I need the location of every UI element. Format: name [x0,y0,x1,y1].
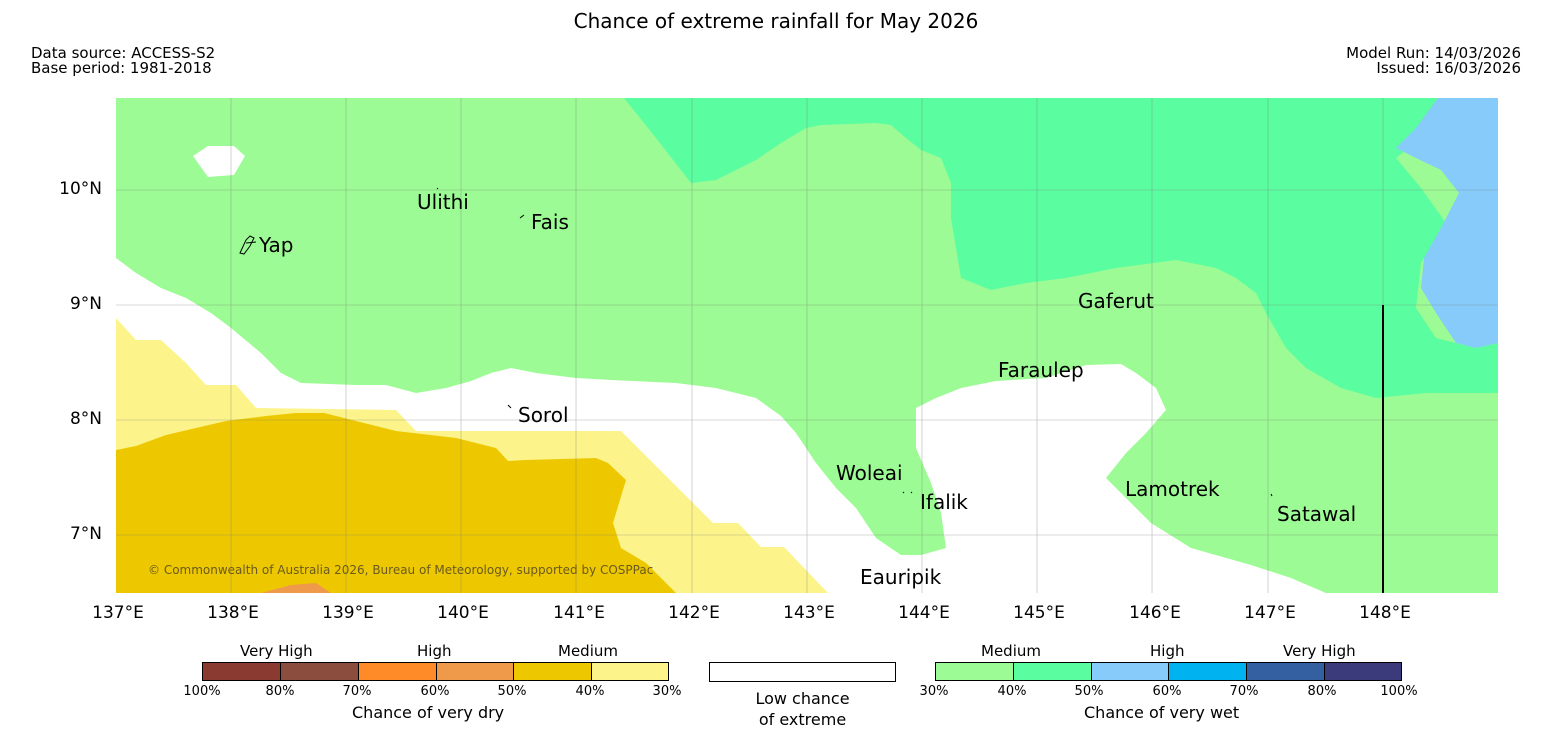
lat-label-8n: 8°N [69,409,102,429]
dry-tick-label: 30% [652,684,682,699]
model-run: Model Run: 14/03/2026 [1346,44,1521,62]
wet-swatch [1168,662,1246,681]
lon-label: 139°E [322,603,374,623]
ifalik-island-icon [902,491,913,494]
wet-category-label: Very High [1283,642,1356,660]
dry-tick-label: 50% [497,684,527,699]
dry-tick-label: 70% [342,684,372,699]
lon-label: 144°E [898,603,950,623]
dry-tick-label: 60% [420,684,450,699]
place-label-faraulep: Faraulep [998,358,1084,382]
dry-tick-label: 80% [265,684,295,699]
lon-label: 145°E [1013,603,1065,623]
lon-label: 146°E [1129,603,1181,623]
place-label-woleai: Woleai [836,461,903,485]
wet-swatch [935,662,1013,681]
rainfall-map [116,98,1498,593]
map-title: Chance of extreme rainfall for May 2026 [573,9,979,33]
dry-swatch [436,662,513,681]
wet-tick-label: 60% [1152,684,1182,699]
wet-swatch [1013,662,1091,681]
island-markers [239,187,1273,497]
source-info: Data source: ACCESS-S2 Base period: 1981… [31,46,215,76]
lon-label: 138°E [207,603,259,623]
lon-label: 140°E [437,603,489,623]
dry-swatch [202,662,280,681]
lat-label-10n: 10°N [59,179,102,199]
wet-category-label: Medium [981,642,1041,660]
dry-swatch [358,662,436,681]
wet-tick-label: 50% [1074,684,1104,699]
lat-label-9n: 9°N [69,294,102,314]
wet-category-label: High [1150,642,1185,660]
wet-tick-label: 80% [1307,684,1337,699]
dry-tick-label: 40% [575,684,605,699]
region-wet-40-50 [624,98,1498,398]
dry-swatch [280,662,358,681]
grid-lines [116,98,1498,593]
run-info: Model Run: 14/03/2026 Issued: 16/03/2026 [1346,46,1521,76]
wet-swatch [1091,662,1168,681]
lat-label-7n: 7°N [69,524,102,544]
wet-tick-label: 100% [1380,684,1418,699]
wet-tick-label: 40% [997,684,1027,699]
low-chance-line2: of extreme [758,710,847,729]
wet-tick-label: 70% [1229,684,1259,699]
region-dry-40-50 [116,413,676,593]
place-label-ifalik: Ifalik [920,490,968,514]
satawal-island-icon [1270,493,1273,497]
fais-island-icon [519,214,525,219]
dry-category-label: Very High [240,642,313,660]
place-label-lamotrek: Lamotrek [1125,477,1220,501]
wet-legend-title: Chance of very wet [1084,703,1240,722]
place-label-yap: Yap [259,233,294,257]
dry-swatch [513,662,591,681]
lon-label: 137°E [92,603,144,623]
lon-label: 143°E [783,603,835,623]
dry-colorbar [202,662,669,681]
dry-legend-title: Chance of very dry [352,703,505,722]
region-wet-50-60 [1396,98,1498,348]
copyright-notice: © Commonwealth of Australia 2026, Bureau… [148,563,654,577]
sorol-island-icon [507,404,512,409]
place-label-fais: Fais [531,210,569,234]
lon-label: 148°E [1359,603,1411,623]
region-wet-40-50-small [1061,155,1088,159]
issued-date: Issued: 16/03/2026 [1376,59,1521,77]
dry-swatch [591,662,669,681]
low-chance-label: Low chance of extreme [709,688,896,730]
place-label-ulithi: Ulithi [417,190,469,214]
base-period: Base period: 1981-2018 [31,59,212,77]
data-source: Data source: ACCESS-S2 [31,44,216,62]
wet-swatch [1324,662,1402,681]
wet-swatch [1246,662,1324,681]
place-label-sorol: Sorol [518,403,569,427]
ulithi-island-icon [436,187,439,190]
low-chance-line1: Low chance [755,689,850,708]
lon-label: 142°E [668,603,720,623]
yap-island-icon [239,235,257,255]
wet-tick-label: 30% [919,684,949,699]
low-chance-swatch [709,662,896,682]
lon-label: 141°E [553,603,605,623]
dry-tick-label: 100% [183,684,221,699]
region-low-chance-north [193,146,245,177]
place-label-satawal: Satawal [1277,502,1357,526]
wet-colorbar [935,662,1402,681]
dry-category-label: Medium [558,642,618,660]
lon-label: 147°E [1244,603,1296,623]
dry-category-label: High [417,642,452,660]
place-label-eauripik: Eauripik [860,565,942,589]
place-label-gaferut: Gaferut [1078,289,1154,313]
region-dry-50-60 [261,583,331,593]
